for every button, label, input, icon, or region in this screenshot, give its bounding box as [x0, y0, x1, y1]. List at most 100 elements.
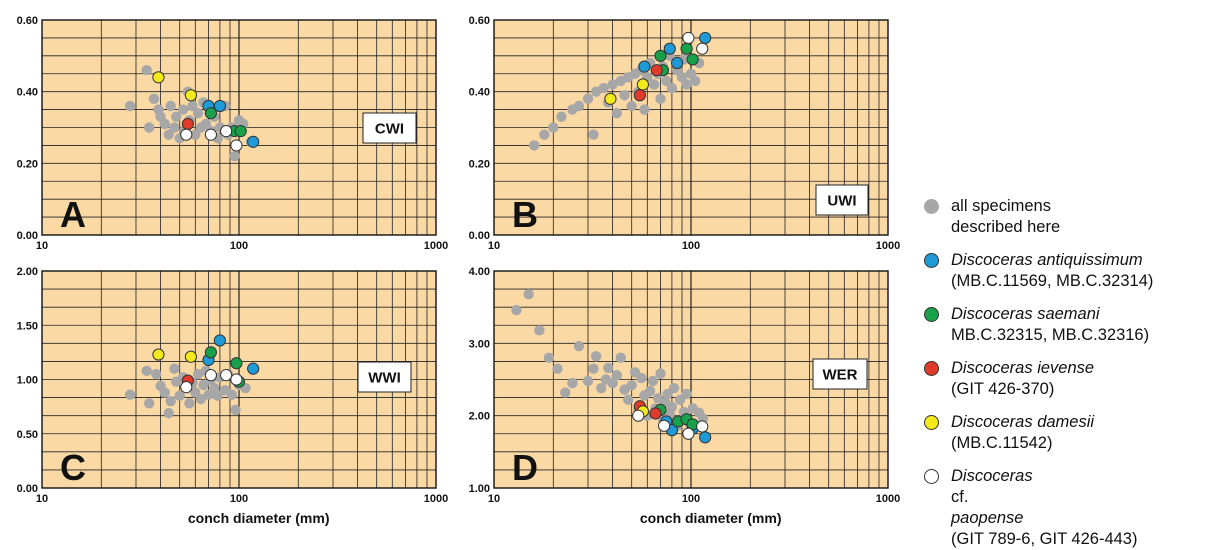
y-tick-label: 3.00	[469, 338, 490, 350]
y-tick-label: 0.00	[17, 230, 38, 242]
data-point	[668, 382, 680, 394]
series-saemani	[204, 107, 247, 138]
data-point	[219, 124, 233, 138]
panel-tag: WER	[823, 367, 858, 384]
data-point	[213, 334, 227, 347]
data-point	[650, 64, 663, 77]
scatter-figure: 0.00 0.20 0.40 0.60 10 100 1000 CWI A 0.00 0.20 0.4…	[17, 15, 901, 526]
legend-species-name: Discoceras antiquissimum	[951, 251, 1143, 269]
data-point	[213, 99, 227, 113]
data-point	[204, 346, 217, 359]
data-point	[184, 350, 198, 363]
data-point	[648, 79, 660, 90]
data-point	[180, 380, 193, 394]
panel-b: 0.00 0.20 0.40 0.60 10 100 1000 UWI B	[469, 15, 901, 252]
series-damesii	[604, 78, 650, 105]
data-point	[607, 79, 618, 90]
data-point	[681, 388, 692, 400]
x-tick-label: 10	[488, 493, 500, 505]
data-point	[588, 129, 599, 140]
data-point	[639, 104, 650, 115]
data-point	[204, 107, 217, 120]
series-paopense	[632, 409, 709, 440]
data-point	[151, 368, 162, 380]
data-point	[539, 129, 550, 140]
data-point	[598, 82, 609, 94]
data-point	[165, 396, 176, 407]
panel-tag: WWI	[368, 370, 400, 387]
panel-tag-box	[812, 358, 868, 390]
data-point	[699, 431, 712, 444]
data-point	[638, 60, 651, 73]
y-tick-label: 0.40	[17, 87, 38, 99]
data-point	[582, 375, 594, 387]
data-point	[680, 42, 693, 55]
data-point	[611, 107, 622, 119]
data-point	[152, 71, 165, 84]
legend-line2: (GIT 426-370)	[951, 380, 1055, 398]
legend-dot-damesii	[924, 415, 939, 430]
data-point	[595, 382, 607, 394]
data-point	[543, 352, 555, 363]
legend-label-damesii: Discoceras damesii (MB.C.11542)	[951, 412, 1094, 454]
legend-cf: cf.	[951, 488, 969, 506]
data-point	[143, 122, 155, 133]
y-tick-label: 0.60	[469, 15, 490, 27]
data-point	[607, 377, 618, 389]
data-point	[212, 390, 223, 401]
x-tick-label: 100	[682, 493, 700, 505]
data-point	[165, 100, 176, 112]
data-point	[560, 387, 571, 398]
data-point	[184, 89, 198, 102]
x-tick-label: 1000	[876, 493, 900, 505]
series-all	[124, 363, 251, 419]
data-point	[124, 100, 136, 112]
plot-frame	[41, 270, 437, 489]
data-point	[229, 150, 240, 162]
legend-line2: (GIT 789-6, GIT 426-443)	[951, 530, 1138, 548]
legend-label-all: all specimens described here	[951, 196, 1060, 238]
data-point	[169, 122, 180, 133]
data-point	[699, 31, 712, 45]
plot-frame	[41, 19, 437, 236]
data-point	[180, 128, 193, 141]
data-point	[226, 389, 238, 400]
data-point	[636, 372, 647, 384]
data-point	[590, 351, 602, 362]
data-point	[603, 362, 614, 374]
data-point	[661, 75, 672, 87]
data-point	[666, 401, 678, 413]
y-tick-label: 0.50	[17, 429, 38, 441]
panel-d: 1.00 2.00 3.00 4.00 10 100 1000 conch diameter …	[469, 266, 901, 526]
x-tick-label: 1000	[424, 240, 448, 252]
data-point	[177, 104, 189, 115]
data-point	[143, 398, 155, 409]
data-point	[169, 363, 180, 374]
data-point	[187, 100, 198, 112]
y-tick-label: 0.20	[469, 158, 490, 170]
panel-tag: UWI	[827, 193, 856, 210]
data-point	[192, 107, 204, 119]
data-point	[552, 363, 563, 374]
data-point	[682, 427, 695, 440]
y-tick-label: 2.00	[17, 266, 38, 278]
data-point	[582, 93, 594, 105]
x-tick-label: 100	[230, 493, 248, 505]
data-point	[247, 135, 260, 148]
data-point	[686, 53, 699, 66]
x-tick-label: 10	[488, 240, 500, 252]
series-ievense	[181, 117, 194, 131]
data-point	[636, 78, 650, 91]
grid-lines	[42, 271, 436, 488]
panel-letter: B	[512, 194, 538, 235]
data-point	[190, 129, 201, 140]
x-axis-label: conch diameter (mm)	[188, 510, 330, 526]
data-point	[148, 93, 160, 105]
y-tick-label: 0.00	[17, 483, 38, 495]
data-point	[666, 82, 678, 94]
data-point	[632, 409, 645, 422]
legend-dot-antiquissimum	[924, 253, 939, 268]
panel-c: 0.00 0.50 1.00 1.50 2.00 10 100 1000 conch diame…	[17, 266, 449, 526]
series-paopense	[682, 31, 709, 55]
data-point	[230, 404, 241, 416]
